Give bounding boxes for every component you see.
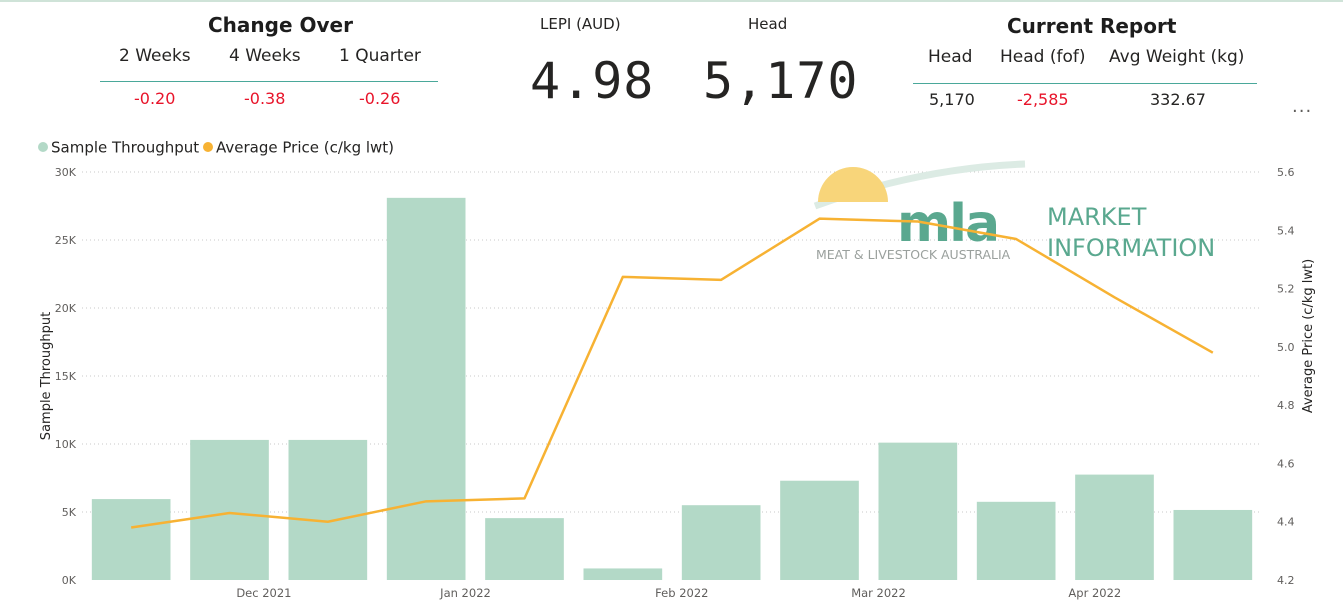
- current-report-title: Current Report: [1007, 14, 1177, 38]
- legend-marker-throughput: [38, 142, 48, 152]
- bar-sample-throughput[interactable]: [878, 442, 958, 580]
- x-tick-label: Mar 2022: [851, 586, 906, 600]
- change-over-col-1-quarter: 1 Quarter: [339, 46, 421, 66]
- logo-tagline: MEAT & LIVESTOCK AUSTRALIA: [816, 247, 1011, 262]
- bars-group: [91, 197, 1253, 580]
- legend-label-throughput: Sample Throughput: [51, 139, 199, 157]
- logo-market-line2: INFORMATION: [1047, 234, 1215, 262]
- right-axis: 4.2 4.4 4.6 4.8 5.0 5.2 5.4 5.6: [1277, 166, 1295, 587]
- more-options-button[interactable]: ...: [1292, 96, 1313, 117]
- legend-marker-price: [203, 142, 213, 152]
- mla-watermark-logo: mla MEAT & LIVESTOCK AUSTRALIA MARKET IN…: [813, 160, 1215, 262]
- y-tick-label: 30K: [55, 166, 77, 179]
- change-over-value-2-weeks: -0.20: [134, 89, 176, 108]
- x-tick-label: Apr 2022: [1068, 586, 1121, 600]
- logo-market-line1: MARKET: [1047, 203, 1147, 231]
- current-report-value-head-fof: -2,585: [1017, 90, 1069, 109]
- bar-sample-throughput[interactable]: [1075, 474, 1154, 580]
- head-kpi-value: 5,170: [703, 52, 859, 110]
- bar-sample-throughput[interactable]: [583, 568, 663, 580]
- x-tick-label: Feb 2022: [655, 586, 708, 600]
- bar-sample-throughput[interactable]: [976, 501, 1056, 580]
- y2-tick-label: 4.6: [1277, 457, 1295, 470]
- y2-tick-label: 5.6: [1277, 166, 1295, 179]
- y2-tick-label: 4.8: [1277, 399, 1295, 412]
- y2-tick-label: 5.4: [1277, 224, 1295, 237]
- change-over-col-2-weeks: 2 Weeks: [119, 46, 191, 66]
- y2-tick-label: 4.2: [1277, 574, 1295, 587]
- y-tick-label: 20K: [55, 302, 77, 315]
- bar-sample-throughput[interactable]: [485, 518, 564, 580]
- x-tick-label: Jan 2022: [439, 586, 491, 600]
- y-tick-label: 5K: [62, 506, 77, 519]
- change-over-title: Change Over: [208, 13, 353, 37]
- left-axis: 0K 5K 10K 15K 20K 25K 30K: [55, 166, 77, 587]
- current-report-col-head: Head: [928, 47, 973, 67]
- logo-sun-shape: [818, 167, 888, 202]
- logo-mla-text: mla: [897, 194, 998, 254]
- y-tick-label: 25K: [55, 234, 77, 247]
- chart-legend: Sample Throughput Average Price (c/kg lw…: [38, 139, 394, 157]
- change-over-col-4-weeks: 4 Weeks: [229, 46, 301, 66]
- y2-axis-title: Average Price (c/kg lwt): [1301, 259, 1316, 413]
- current-report-rule: [913, 83, 1257, 84]
- lepi-value: 4.98: [530, 52, 655, 110]
- throughput-price-chart: Sample Throughput Average Price (c/kg lw…: [38, 139, 1316, 600]
- legend-label-price: Average Price (c/kg lwt): [216, 139, 394, 157]
- bar-sample-throughput[interactable]: [681, 505, 761, 580]
- change-over-value-4-weeks: -0.38: [244, 89, 286, 108]
- y-tick-label: 0K: [62, 574, 77, 587]
- y2-tick-label: 5.2: [1277, 283, 1295, 296]
- y2-tick-label: 4.4: [1277, 516, 1295, 529]
- current-report-value-head: 5,170: [929, 90, 975, 109]
- change-over-rule: [100, 81, 438, 82]
- y2-tick-label: 5.0: [1277, 341, 1295, 354]
- bar-sample-throughput[interactable]: [780, 480, 859, 580]
- lepi-label: LEPI (AUD): [540, 15, 621, 33]
- chart-gridlines: [82, 171, 1262, 513]
- y-axis-title: Sample Throughput: [39, 312, 54, 440]
- x-tick-label: Dec 2021: [236, 586, 291, 600]
- price-line: [130, 217, 1214, 529]
- current-report-value-avg-weight: 332.67: [1150, 90, 1206, 109]
- change-over-value-1-quarter: -0.26: [359, 89, 401, 108]
- bar-sample-throughput[interactable]: [288, 439, 368, 580]
- y-tick-label: 10K: [55, 438, 77, 451]
- bar-sample-throughput[interactable]: [386, 197, 466, 580]
- current-report-col-avg-weight: Avg Weight (kg): [1109, 47, 1245, 67]
- y-tick-label: 15K: [55, 370, 77, 383]
- bar-sample-throughput[interactable]: [190, 439, 269, 580]
- head-kpi-label: Head: [748, 15, 788, 33]
- bar-sample-throughput[interactable]: [91, 499, 171, 580]
- x-axis: Dec 2021 Jan 2022 Feb 2022 Mar 2022 Apr 2022: [236, 586, 1121, 600]
- current-report-col-head-fof: Head (fof): [1000, 47, 1086, 67]
- top-border: [0, 0, 1343, 2]
- bar-sample-throughput[interactable]: [1173, 509, 1253, 580]
